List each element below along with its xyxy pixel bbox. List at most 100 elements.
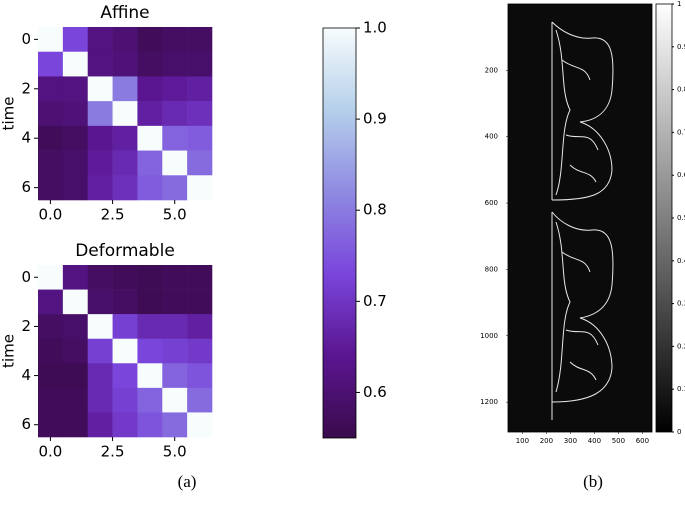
heatmap-cell xyxy=(162,125,188,151)
x-tick-label: 0.0 xyxy=(38,443,62,461)
heatmap-cell xyxy=(87,265,113,290)
y-tick-label: 400 xyxy=(485,133,498,141)
heatmap-cell xyxy=(137,387,163,413)
heatmap-cell xyxy=(62,51,89,77)
heatmap-cell xyxy=(162,51,188,77)
heatmap-cell xyxy=(38,314,64,340)
y-tick-label: 1200 xyxy=(480,398,498,406)
heatmap-cell xyxy=(112,150,138,176)
heatmap-cell xyxy=(38,101,64,127)
heatmap-cell xyxy=(162,387,188,413)
heatmap-cell xyxy=(112,314,138,340)
heatmap-cell xyxy=(62,27,89,53)
heatmap-cell xyxy=(187,412,213,438)
heatmap-cell xyxy=(187,338,213,364)
heatmap-cell xyxy=(137,412,163,438)
heatmap-cell xyxy=(162,101,188,127)
heatmap-cell xyxy=(162,289,188,315)
colorbar-tick-label: 0.8 xyxy=(677,86,685,94)
heatmap-cell xyxy=(87,76,113,102)
heatmap-cell xyxy=(87,289,113,315)
colorbar-tick-label: 0.8 xyxy=(363,201,387,219)
colorbar-tick-label: 0.1 xyxy=(677,385,685,393)
y-tick-label: 800 xyxy=(485,265,498,273)
y-tick-label: 6 xyxy=(21,178,31,196)
y-axis-label: time xyxy=(0,97,18,131)
colorbar xyxy=(322,27,357,439)
x-tick-label: 400 xyxy=(588,437,601,445)
heatmap-cell xyxy=(137,314,163,340)
x-tick-label: 600 xyxy=(636,437,649,445)
y-axis-label: time xyxy=(0,334,18,368)
y-tick-label: 4 xyxy=(21,129,31,147)
heatmap-cell xyxy=(137,265,163,290)
colorbar-tick-label: 0.9 xyxy=(677,43,685,51)
colorbar-tick-label: 0.5 xyxy=(677,214,685,222)
image-background xyxy=(508,4,652,432)
heatmap-cell xyxy=(187,51,213,77)
heatmap-cell xyxy=(187,265,213,290)
heatmap-cell xyxy=(38,363,64,389)
heatmap-cell xyxy=(62,76,89,102)
caption: (b) xyxy=(583,472,603,491)
heatmap-cell xyxy=(162,175,188,201)
chart-title: Affine xyxy=(100,3,149,23)
y-tick-label: 0 xyxy=(21,268,31,286)
colorbar-tick-label: 0.3 xyxy=(677,300,685,308)
heatmap-cell xyxy=(187,363,213,389)
colorbar-tick-label: 0.4 xyxy=(677,257,685,265)
y-tick-label: 2 xyxy=(21,79,31,97)
heatmap-cell xyxy=(38,412,64,438)
heatmap-cell xyxy=(187,150,213,176)
heatmap-cell xyxy=(162,265,188,290)
heatmap-cell xyxy=(38,150,64,176)
heatmap-cell xyxy=(137,363,163,389)
heatmap-cell xyxy=(87,101,113,127)
heatmap-cell xyxy=(62,314,89,340)
heatmap-cell xyxy=(187,27,213,53)
heatmap-cell xyxy=(187,387,213,413)
y-tick-label: 200 xyxy=(485,66,498,74)
colorbar-tick-label: 0.7 xyxy=(677,128,685,136)
x-tick-label: 0.0 xyxy=(38,206,62,224)
heatmap-cell xyxy=(112,412,138,438)
heatmap-cell xyxy=(87,338,113,364)
heatmap-cell xyxy=(137,289,163,315)
heatmap-cell xyxy=(137,150,163,176)
heatmap-cell xyxy=(87,412,113,438)
heatmap-cell xyxy=(187,289,213,315)
heatmap-cell xyxy=(38,51,64,77)
colorbar-tick-label: 0 xyxy=(677,428,681,436)
x-tick-label: 2.5 xyxy=(101,206,125,224)
heatmap-cell xyxy=(38,125,64,151)
colorbar-tick-label: 0.6 xyxy=(677,171,685,179)
heatmap-cell xyxy=(162,76,188,102)
colorbar-tick-label: 0.9 xyxy=(363,110,387,128)
heatmap-cell xyxy=(187,314,213,340)
x-tick-label: 5.0 xyxy=(163,443,187,461)
x-tick-label: 100 xyxy=(516,437,529,445)
heatmap-cell xyxy=(62,289,89,315)
caption: (a) xyxy=(178,472,197,491)
image-edges xyxy=(551,21,614,420)
heatmap-cell xyxy=(38,289,64,315)
heatmap-cell xyxy=(112,51,138,77)
heatmap-cell xyxy=(137,338,163,364)
heatmap-cell xyxy=(187,101,213,127)
heatmap-cell xyxy=(137,76,163,102)
heatmap-cell xyxy=(62,101,89,127)
heatmap-cell xyxy=(38,27,64,53)
heatmap-cell xyxy=(87,314,113,340)
heatmap-cell xyxy=(162,314,188,340)
heatmap-cell xyxy=(162,412,188,438)
x-tick-label: 2.5 xyxy=(101,443,125,461)
y-tick-label: 600 xyxy=(485,199,498,207)
heatmap-cell xyxy=(112,265,138,290)
heatmap-cell xyxy=(162,363,188,389)
heatmap-cell xyxy=(87,150,113,176)
chart-title: Deformable xyxy=(75,241,175,261)
heatmap-cell xyxy=(62,265,89,290)
heatmap-cell xyxy=(112,175,138,201)
heatmap-cell xyxy=(112,101,138,127)
colorbar-tick-label: 0.2 xyxy=(677,342,685,350)
